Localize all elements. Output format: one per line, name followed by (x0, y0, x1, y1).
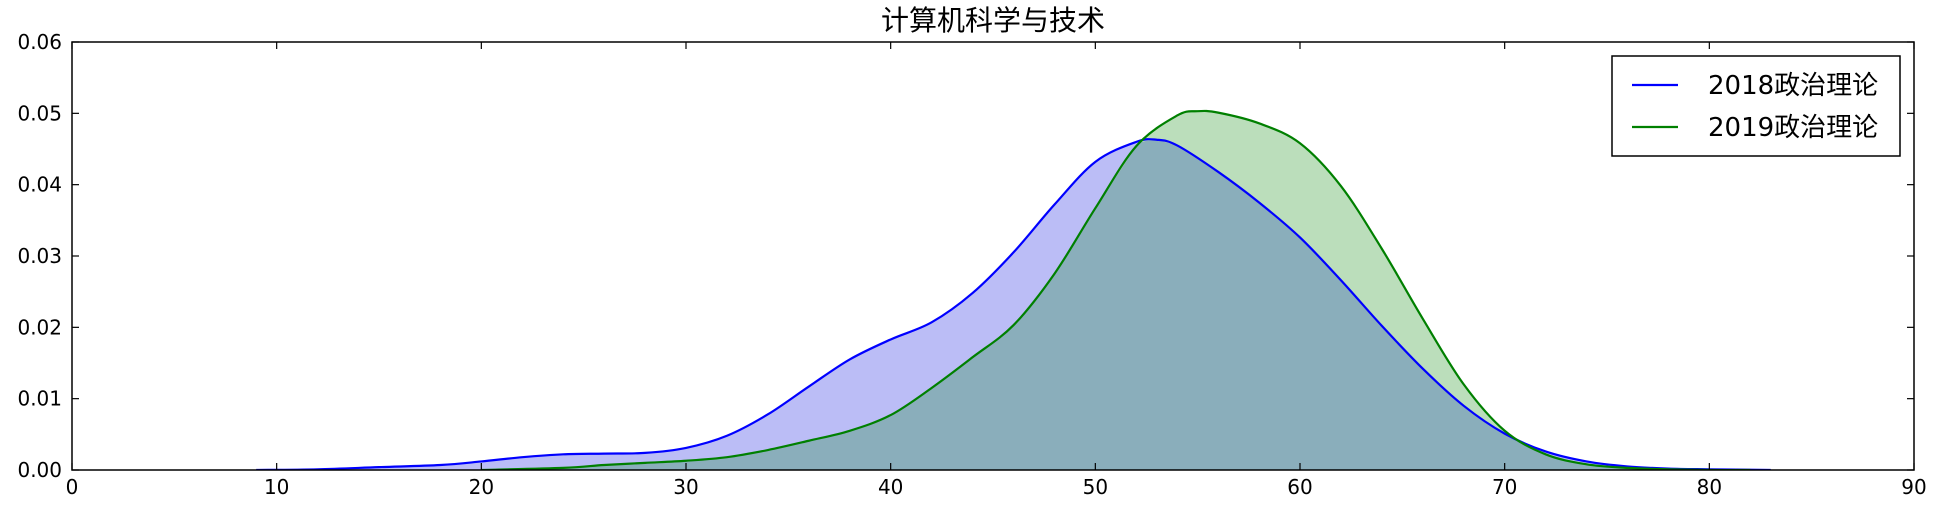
x-tick-label: 50 (1083, 475, 1108, 499)
y-tick-label: 0.06 (17, 30, 62, 54)
x-tick-label: 30 (673, 475, 698, 499)
x-tick-label: 80 (1697, 475, 1722, 499)
overlap-fill (481, 139, 1751, 470)
chart-title: 计算机科学与技术 (881, 4, 1105, 37)
y-tick-label: 0.01 (17, 387, 62, 411)
x-tick-label: 10 (264, 475, 289, 499)
x-tick-label: 0 (66, 475, 79, 499)
x-tick-label: 40 (878, 475, 903, 499)
legend-box (1611, 55, 1901, 157)
density-lines (256, 109, 1771, 470)
series-1-line (256, 138, 1771, 470)
x-tick-label: 60 (1287, 475, 1312, 499)
y-axis: 0.00 0.01 0.02 0.03 0.04 0.05 0.06 (17, 30, 1914, 482)
density-fills (256, 110, 1771, 470)
y-tick-label: 0.03 (17, 244, 62, 268)
x-tick-label: 90 (1901, 475, 1926, 499)
legend-label-2: 2019政治理论 (1708, 113, 1878, 143)
x-tick-label: 20 (469, 475, 494, 499)
y-tick-label: 0.00 (17, 458, 62, 482)
legend-label-1: 2018政治理论 (1708, 71, 1878, 101)
legend: 2018政治理论 2019政治理论 (1611, 55, 1901, 157)
x-axis: 0 10 20 30 40 50 60 70 80 90 (66, 42, 1927, 499)
y-tick-label: 0.04 (17, 173, 62, 197)
series-2-line (481, 109, 1751, 470)
y-tick-label: 0.02 (17, 315, 62, 339)
y-tick-label: 0.05 (17, 101, 62, 125)
x-tick-label: 70 (1492, 475, 1517, 499)
